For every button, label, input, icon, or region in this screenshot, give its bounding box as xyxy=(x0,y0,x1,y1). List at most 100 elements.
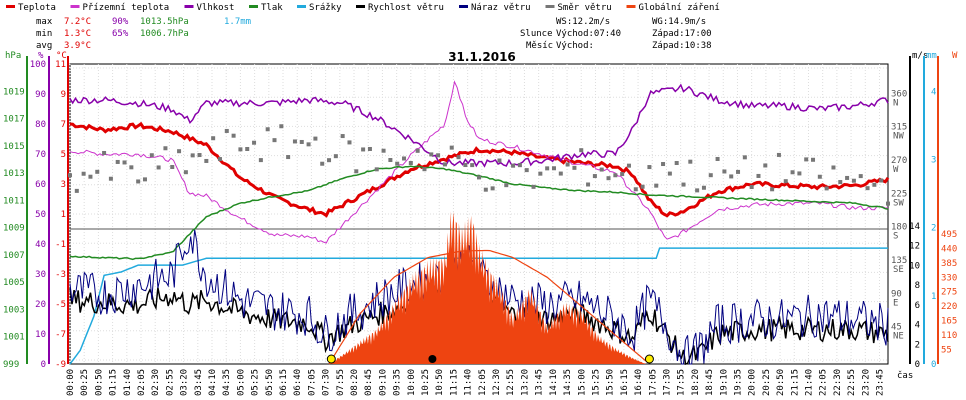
wind-dir-point xyxy=(402,156,407,161)
wind-dir-point xyxy=(156,165,161,170)
wind-dir-point xyxy=(531,184,536,189)
pressure-tick-label: 1017 xyxy=(3,115,25,125)
wind-dir-point xyxy=(626,163,631,168)
x-tick-label: 02:55 xyxy=(165,369,175,396)
wind-dir-point xyxy=(545,166,550,171)
pressure-tick-label: 999 xyxy=(3,360,19,370)
wind-dir-point xyxy=(640,184,645,189)
wind-dir-point xyxy=(797,171,802,176)
wind-dir-point xyxy=(811,157,816,162)
wind-dir-compass-label: N xyxy=(893,98,898,108)
x-tick-label: 17:05 xyxy=(648,369,658,396)
wind-dir-compass-label: SW xyxy=(893,198,904,208)
stats-min-pressure: 1006.7hPa xyxy=(140,29,189,39)
legend-label-3: Tlak xyxy=(261,3,283,13)
humidity-tick-label: 70 xyxy=(35,150,46,160)
pressure-tick-label: 1015 xyxy=(3,142,25,152)
wind-dir-point xyxy=(408,160,413,165)
stats-min-temp: 1.3°C xyxy=(64,29,91,39)
stats-sun-label: Slunce xyxy=(520,29,553,39)
wind-dir-point xyxy=(517,163,522,168)
chart-legend: Teplota Přízemní teplota Vlhkost Tlak Srážky… xyxy=(6,3,720,13)
radiation-tick-label: 440 xyxy=(941,244,957,254)
temperature-tick-label: 7 xyxy=(61,120,66,130)
x-tick-label: 03:20 xyxy=(180,369,190,396)
wind-dir-point xyxy=(599,167,604,172)
wind-speed-tick-label: 8 xyxy=(915,281,920,291)
wind-dir-point xyxy=(783,179,788,184)
x-tick-label: 11:40 xyxy=(464,369,474,396)
legend-label-5: Rychlost větru xyxy=(368,3,444,13)
temperature-tick-label: 1 xyxy=(61,210,66,220)
wind-dir-point xyxy=(838,180,843,185)
x-tick-label: 15:25 xyxy=(591,369,601,396)
stats-max-humidity: 90% xyxy=(112,17,129,27)
x-tick-label: 15:50 xyxy=(606,369,616,396)
x-tick-label: 01:40 xyxy=(123,369,133,396)
temperature-tick-label: -9 xyxy=(55,360,66,370)
humidity-tick-label: 80 xyxy=(35,120,46,130)
legend-label-6: Náraz větru xyxy=(471,3,531,13)
wind-dir-tick-label: 45 xyxy=(891,323,902,333)
axis-unit-humidity: % xyxy=(38,51,44,61)
wind-dir-point xyxy=(579,148,584,153)
wind-dir-point xyxy=(190,153,195,158)
wind-dir-tick-label: 315 xyxy=(891,123,907,133)
wind-dir-point xyxy=(851,178,856,183)
wind-speed-tick-label: 6 xyxy=(915,301,920,311)
wind-dir-point xyxy=(115,159,120,164)
stats-max-label: max xyxy=(36,17,53,27)
wind-dir-point xyxy=(490,186,495,191)
wind-dir-point xyxy=(142,177,147,182)
humidity-tick-label: 40 xyxy=(35,240,46,250)
radiation-tick-label: 330 xyxy=(941,273,957,283)
humidity-tick-label: 100 xyxy=(30,60,46,70)
axis-unit-pressure: hPa xyxy=(5,51,21,61)
wind-dir-point xyxy=(286,155,291,160)
legend-swatch-2 xyxy=(184,5,194,8)
wind-dir-point xyxy=(320,161,325,166)
humidity-tick-label: 50 xyxy=(35,210,46,220)
x-tick-label: 04:10 xyxy=(208,369,218,396)
wind-dir-point xyxy=(163,146,168,151)
stats-max-temp: 7.2°C xyxy=(64,17,91,27)
stats-moon-set: Západ:10:38 xyxy=(652,41,712,51)
x-tick-label: 13:45 xyxy=(535,369,545,396)
wind-dir-point xyxy=(245,146,250,151)
wind-dir-point xyxy=(374,167,379,172)
wind-dir-point xyxy=(633,187,638,192)
humidity-tick-label: 20 xyxy=(35,300,46,310)
wind-speed-tick-label: 10 xyxy=(909,261,920,271)
wind-dir-point xyxy=(415,148,420,153)
temperature-tick-label: 9 xyxy=(61,90,66,100)
wind-dir-point xyxy=(701,185,706,190)
pressure-tick-label: 1011 xyxy=(3,196,25,206)
wind-dir-point xyxy=(776,152,781,157)
legend-label-0: Teplota xyxy=(18,3,56,13)
stats-wind-gust: WG:14.9m/s xyxy=(652,17,706,27)
wind-dir-point xyxy=(831,165,836,170)
wind-speed-tick-label: 4 xyxy=(915,321,920,331)
wind-dir-point xyxy=(367,146,372,151)
wind-dir-point xyxy=(183,170,188,175)
x-tick-label: 17:30 xyxy=(662,369,672,396)
stats-wind-speed: WS:12.2m/s xyxy=(556,17,610,27)
wind-dir-point xyxy=(558,171,563,176)
x-tick-label: 01:15 xyxy=(109,369,119,396)
wind-dir-tick-label: 90 xyxy=(891,289,902,299)
wind-dir-point xyxy=(592,174,597,179)
wind-dir-point xyxy=(504,183,509,188)
wind-dir-point xyxy=(661,162,666,167)
x-tick-label: 14:35 xyxy=(563,369,573,396)
stats-moon-rise: Východ: xyxy=(556,41,594,51)
wind-dir-point xyxy=(742,155,747,160)
wind-dir-point xyxy=(327,158,332,163)
radiation-tick-label: 385 xyxy=(941,259,957,269)
radiation-tick-label: 275 xyxy=(941,288,957,298)
wind-dir-point xyxy=(347,140,352,145)
wind-dir-point xyxy=(211,136,216,141)
wind-dir-point xyxy=(442,162,447,167)
wind-dir-point xyxy=(674,161,679,166)
wind-dir-point xyxy=(108,176,113,181)
